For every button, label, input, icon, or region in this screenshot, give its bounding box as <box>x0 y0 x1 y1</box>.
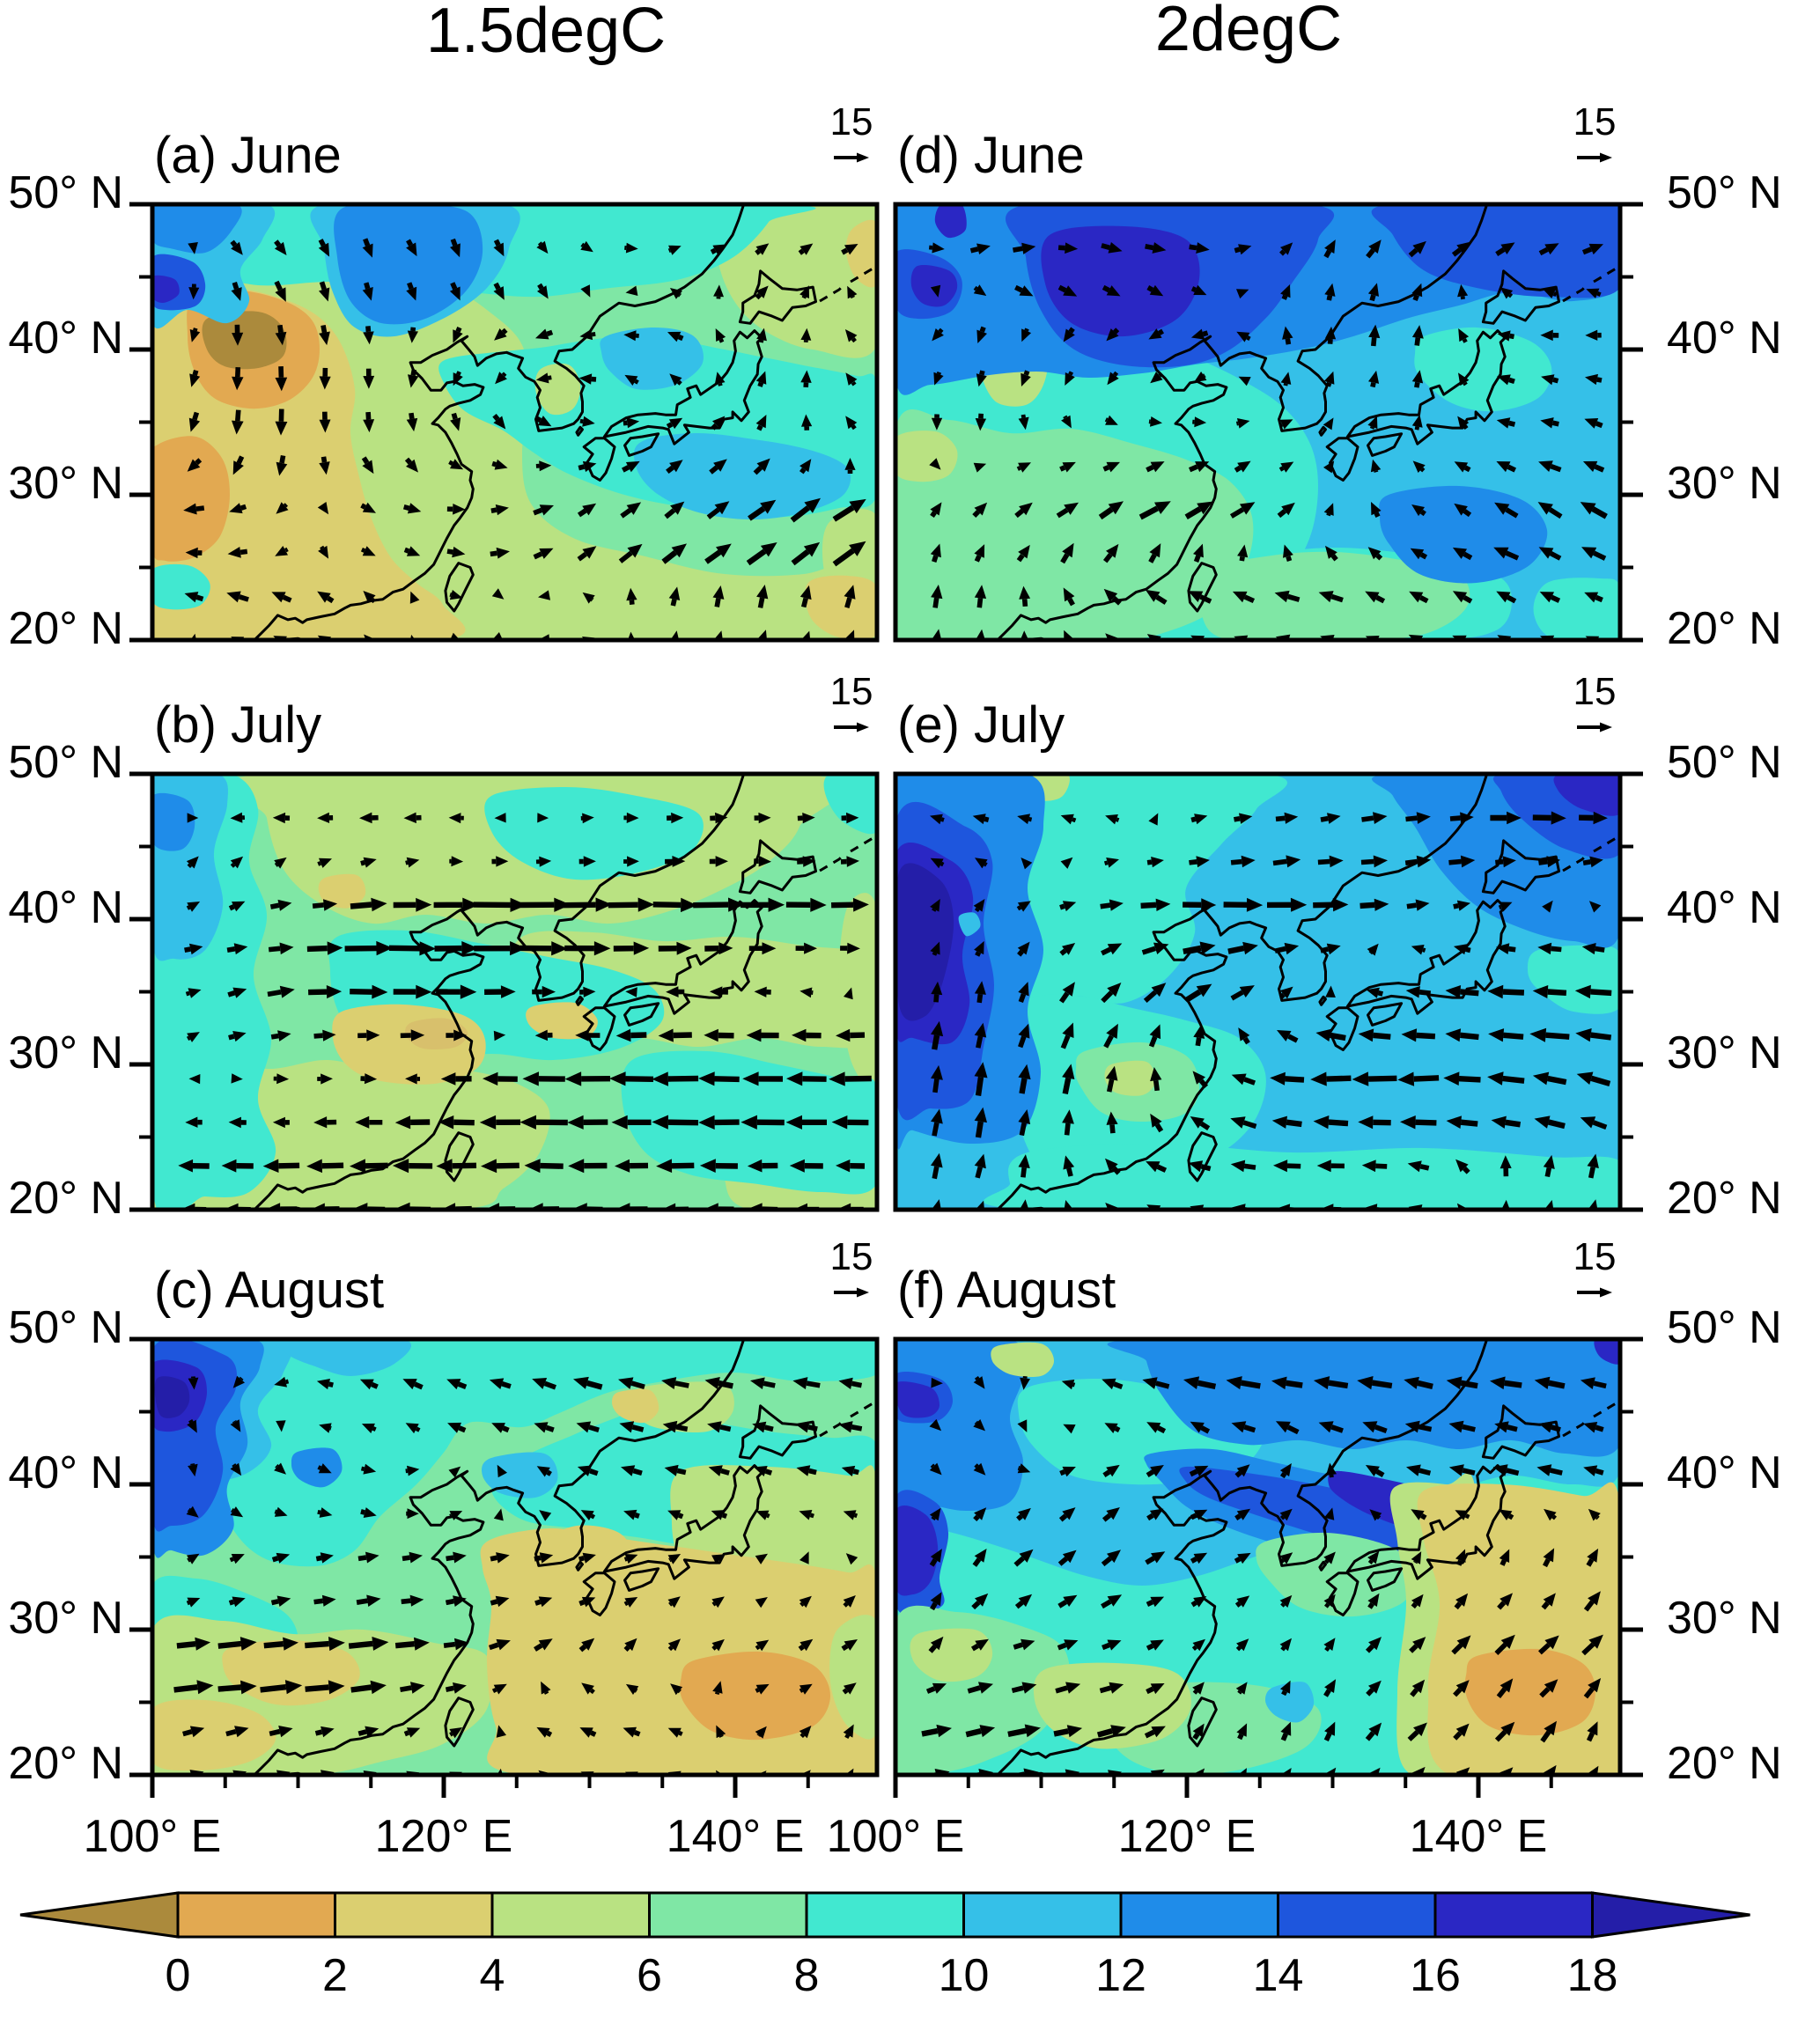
svg-text:15: 15 <box>830 100 873 144</box>
svg-text:20° N: 20° N <box>8 1173 123 1224</box>
svg-text:15: 15 <box>1573 100 1617 144</box>
svg-text:40° N: 40° N <box>8 882 123 933</box>
svg-text:30° N: 30° N <box>8 458 123 509</box>
svg-text:30° N: 30° N <box>8 1027 123 1078</box>
svg-text:120° E: 120° E <box>1118 1811 1256 1862</box>
svg-text:20° N: 20° N <box>1667 603 1782 654</box>
svg-text:14: 14 <box>1253 1950 1304 2001</box>
svg-text:50° N: 50° N <box>1667 167 1782 218</box>
svg-text:30° N: 30° N <box>8 1593 123 1644</box>
svg-text:4: 4 <box>480 1950 505 2001</box>
svg-text:40° N: 40° N <box>1667 882 1782 933</box>
svg-text:40° N: 40° N <box>8 313 123 364</box>
svg-text:30° N: 30° N <box>1667 1593 1782 1644</box>
svg-text:(e) July: (e) July <box>897 696 1065 754</box>
svg-text:120° E: 120° E <box>375 1811 513 1862</box>
svg-text:(d) June: (d) June <box>897 127 1085 184</box>
svg-text:(a) June: (a) June <box>154 127 342 184</box>
svg-text:18: 18 <box>1567 1950 1618 2001</box>
svg-text:50° N: 50° N <box>8 1302 123 1353</box>
svg-text:15: 15 <box>830 670 873 713</box>
svg-text:40° N: 40° N <box>1667 313 1782 364</box>
svg-text:50° N: 50° N <box>1667 737 1782 788</box>
svg-text:1.5degC: 1.5degC <box>426 0 666 66</box>
svg-text:20° N: 20° N <box>8 603 123 654</box>
svg-text:6: 6 <box>637 1950 662 2001</box>
svg-text:20° N: 20° N <box>8 1738 123 1789</box>
svg-text:(f) August: (f) August <box>897 1262 1116 1319</box>
svg-text:50° N: 50° N <box>8 737 123 788</box>
svg-text:12: 12 <box>1095 1950 1146 2001</box>
svg-text:50° N: 50° N <box>8 167 123 218</box>
svg-text:2degC: 2degC <box>1155 0 1342 64</box>
svg-text:50° N: 50° N <box>1667 1302 1782 1353</box>
svg-text:100° E: 100° E <box>827 1811 965 1862</box>
svg-text:8: 8 <box>794 1950 820 2001</box>
svg-text:15: 15 <box>830 1235 873 1278</box>
svg-text:30° N: 30° N <box>1667 1027 1782 1078</box>
svg-text:140° E: 140° E <box>1410 1811 1548 1862</box>
svg-text:(c) August: (c) August <box>154 1262 384 1319</box>
svg-text:20° N: 20° N <box>1667 1173 1782 1224</box>
svg-text:15: 15 <box>1573 670 1617 713</box>
svg-text:40° N: 40° N <box>1667 1447 1782 1498</box>
svg-text:100° E: 100° E <box>84 1811 222 1862</box>
svg-text:(b) July: (b) July <box>154 696 321 754</box>
svg-text:30° N: 30° N <box>1667 458 1782 509</box>
svg-text:15: 15 <box>1573 1235 1617 1278</box>
svg-text:0: 0 <box>166 1950 191 2001</box>
svg-text:40° N: 40° N <box>8 1447 123 1498</box>
svg-text:16: 16 <box>1410 1950 1461 2001</box>
svg-text:140° E: 140° E <box>667 1811 805 1862</box>
svg-text:2: 2 <box>322 1950 348 2001</box>
svg-text:10: 10 <box>939 1950 990 2001</box>
svg-text:20° N: 20° N <box>1667 1738 1782 1789</box>
